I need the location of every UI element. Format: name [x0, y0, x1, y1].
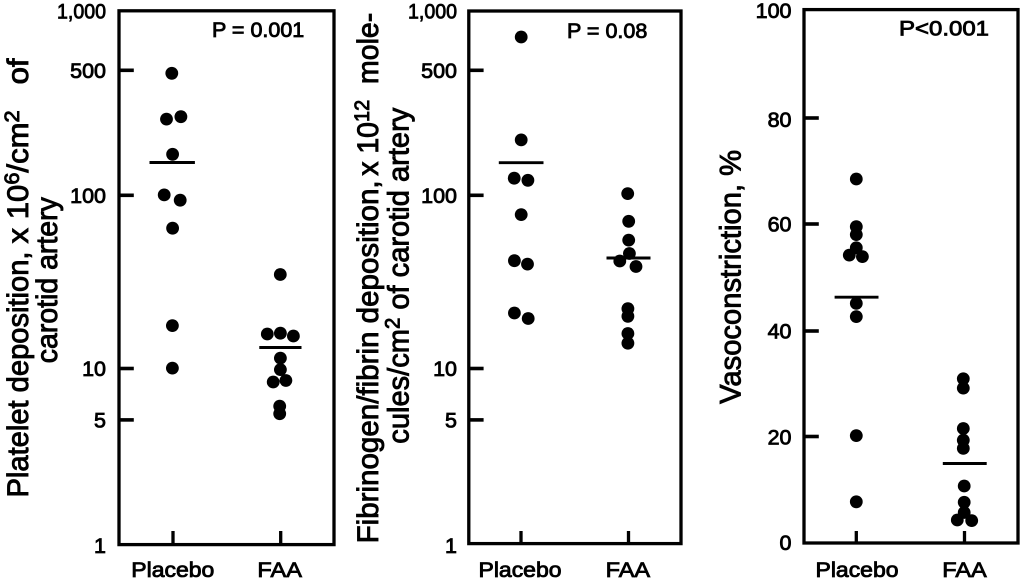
- svg-text:P = 0.08: P = 0.08: [567, 19, 647, 43]
- svg-text:100: 100: [756, 0, 792, 23]
- svg-text:Vasoconstriction, %: Vasoconstriction, %: [715, 150, 748, 404]
- svg-text:Placebo: Placebo: [479, 558, 562, 581]
- svg-text:cules/cm2 of carotid artery: cules/cm2 of carotid artery: [382, 108, 416, 444]
- svg-text:x 106/cm2 of: x 106/cm2 of: [1, 58, 35, 244]
- svg-text:60: 60: [768, 213, 792, 237]
- svg-text:P = 0.001: P = 0.001: [212, 18, 304, 42]
- svg-text:100: 100: [421, 184, 457, 208]
- svg-text:40: 40: [768, 320, 792, 344]
- svg-text:1: 1: [445, 534, 457, 558]
- svg-text:P<0.001: P<0.001: [899, 17, 989, 41]
- svg-text:FAA: FAA: [942, 558, 987, 581]
- svg-text:10: 10: [82, 357, 106, 381]
- svg-text:500: 500: [421, 59, 457, 83]
- svg-text:5: 5: [445, 409, 457, 433]
- svg-text:Fibrinogen/fibrin deposition,: Fibrinogen/fibrin deposition,: [352, 180, 385, 543]
- svg-text:1: 1: [94, 534, 106, 558]
- svg-text:carotid artery: carotid artery: [31, 197, 64, 363]
- svg-text:80: 80: [768, 108, 792, 132]
- svg-text:FAA: FAA: [606, 558, 651, 581]
- svg-text:Platelet deposition,: Platelet deposition,: [2, 252, 35, 498]
- svg-text:10: 10: [433, 357, 457, 381]
- svg-text:1,000: 1,000: [408, 0, 457, 24]
- svg-text:Placebo: Placebo: [131, 558, 214, 581]
- svg-text:FAA: FAA: [257, 558, 302, 581]
- svg-text:1,000: 1,000: [57, 0, 106, 24]
- svg-text:100: 100: [70, 184, 106, 208]
- svg-text:20: 20: [768, 426, 792, 450]
- svg-text:0: 0: [780, 531, 792, 555]
- svg-text:x 1012 mole-: x 1012 mole-: [351, 13, 385, 176]
- svg-text:500: 500: [70, 59, 106, 83]
- svg-text:5: 5: [94, 409, 106, 433]
- svg-text:Placebo: Placebo: [816, 558, 899, 581]
